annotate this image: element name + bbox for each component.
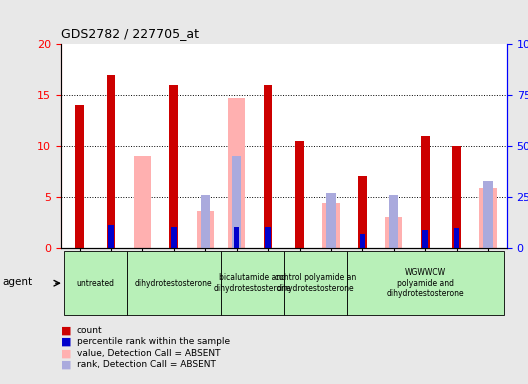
Bar <box>284 251 347 316</box>
Bar <box>421 136 430 248</box>
Bar <box>221 251 284 316</box>
Text: agent: agent <box>3 277 33 287</box>
Bar <box>107 74 116 248</box>
Bar <box>347 251 504 316</box>
Bar <box>389 195 399 248</box>
Text: ■: ■ <box>61 360 71 370</box>
Text: percentile rank within the sample: percentile rank within the sample <box>77 337 230 346</box>
Text: ■: ■ <box>61 337 71 347</box>
Text: control polyamide an
dihydrotestosterone: control polyamide an dihydrotestosterone <box>275 273 356 293</box>
Bar <box>228 98 246 248</box>
Bar <box>201 195 210 248</box>
Bar <box>108 225 114 248</box>
Text: GDS2782 / 227705_at: GDS2782 / 227705_at <box>61 27 199 40</box>
Bar <box>295 141 304 248</box>
Bar <box>483 180 493 248</box>
Bar <box>75 105 84 248</box>
Text: ■: ■ <box>61 348 71 358</box>
Bar <box>134 156 151 248</box>
Bar <box>169 85 178 248</box>
Bar <box>358 177 367 248</box>
Text: bicalutamide and
dihydrotestosterone: bicalutamide and dihydrotestosterone <box>213 273 291 293</box>
Bar <box>452 146 461 248</box>
Bar <box>263 85 272 248</box>
Bar <box>479 188 497 248</box>
Bar <box>326 193 336 248</box>
Text: untreated: untreated <box>76 279 114 288</box>
Bar <box>422 230 428 248</box>
Text: WGWWCW
polyamide and
dihydrotestosterone: WGWWCW polyamide and dihydrotestosterone <box>386 268 464 298</box>
Text: count: count <box>77 326 102 335</box>
Bar <box>171 227 177 248</box>
Bar <box>127 251 221 316</box>
Bar <box>64 251 127 316</box>
Bar <box>385 217 402 248</box>
Bar <box>454 228 459 248</box>
Text: value, Detection Call = ABSENT: value, Detection Call = ABSENT <box>77 349 220 358</box>
Bar <box>322 203 340 248</box>
Text: ■: ■ <box>61 325 71 335</box>
Bar <box>234 227 240 248</box>
Bar <box>196 211 214 248</box>
Bar <box>360 235 365 248</box>
Bar <box>232 156 241 248</box>
Text: rank, Detection Call = ABSENT: rank, Detection Call = ABSENT <box>77 360 215 369</box>
Bar <box>265 227 271 248</box>
Text: dihydrotestosterone: dihydrotestosterone <box>135 279 213 288</box>
